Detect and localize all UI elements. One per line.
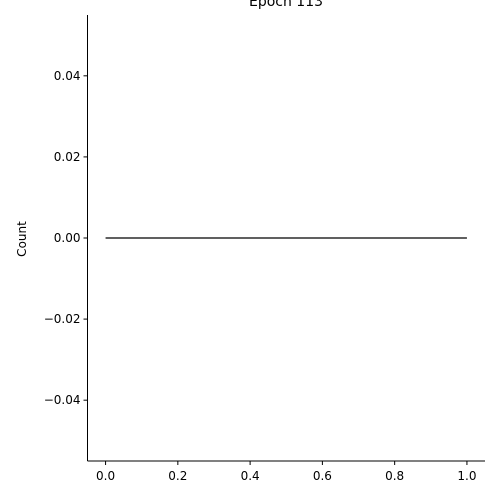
x-tick-label: 0.6 xyxy=(313,469,332,483)
y-tick-label: 0.04 xyxy=(54,69,81,83)
x-tick-label: 0.0 xyxy=(96,469,115,483)
x-tick-label: 0.4 xyxy=(241,469,260,483)
x-tick-label: 1.0 xyxy=(457,469,476,483)
y-tick-label: −0.04 xyxy=(44,393,81,407)
y-axis-ticks: 0.04 0.02 0.00 −0.02 −0.04 xyxy=(44,69,88,407)
y-tick-label: 0.00 xyxy=(54,231,81,245)
y-tick-label: 0.02 xyxy=(54,150,81,164)
x-axis-ticks: 0.0 0.2 0.4 0.6 0.8 1.0 xyxy=(96,461,476,483)
y-axis-label: Count xyxy=(15,221,29,257)
x-tick-label: 0.2 xyxy=(168,469,187,483)
x-tick-label: 0.8 xyxy=(385,469,404,483)
y-tick-label: −0.02 xyxy=(44,312,81,326)
chart-title: Epoch 113 xyxy=(249,0,323,10)
